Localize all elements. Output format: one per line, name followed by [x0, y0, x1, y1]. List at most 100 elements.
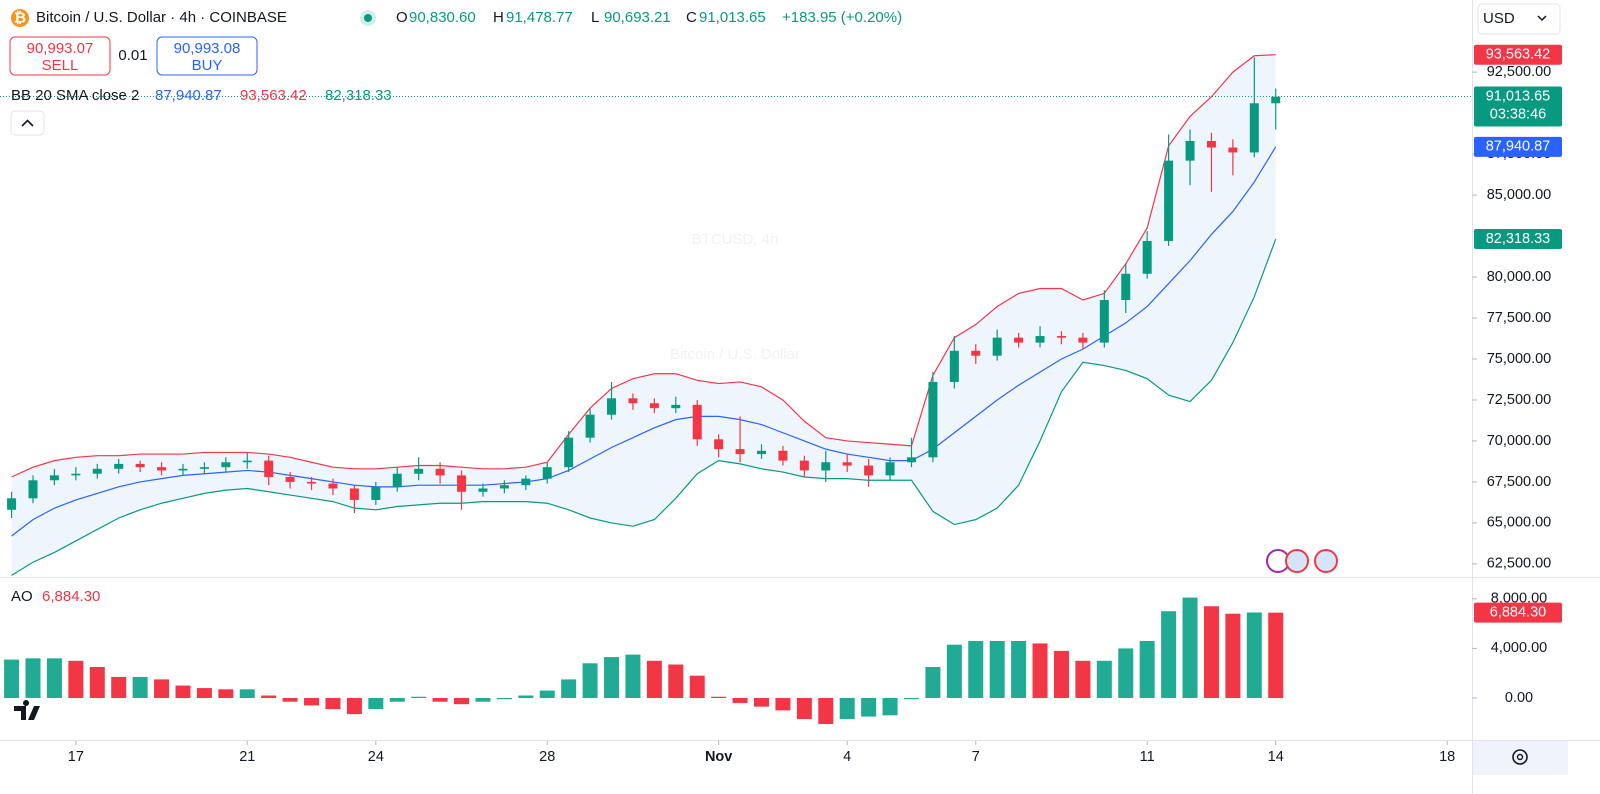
candle-body [457, 475, 467, 492]
ao-bar [432, 697, 448, 702]
event-icon[interactable] [1285, 549, 1309, 573]
ao-bar [732, 697, 748, 703]
y-tick-label: 70,000.00 [1487, 433, 1552, 449]
ao-bar [882, 697, 898, 716]
candle-body [49, 475, 59, 481]
ao-marker [1474, 602, 1562, 623]
sell-button[interactable] [9, 36, 111, 76]
event-icon[interactable] [1314, 549, 1338, 573]
ohlc-key: O [396, 9, 408, 26]
indicator-line [11, 238, 1277, 576]
candle-body [7, 498, 17, 510]
candle-body [199, 467, 209, 469]
candle-body [542, 467, 552, 479]
candle-body [1099, 299, 1109, 343]
candle-body [414, 468, 424, 474]
x-tick-label: 24 [368, 749, 384, 765]
ao-bar [1246, 612, 1262, 698]
bb-upper-marker [1474, 44, 1562, 65]
ao-bar [325, 697, 341, 710]
x-tick-label: 11 [1140, 749, 1155, 765]
ao-value: 6,884.30 [42, 588, 100, 605]
ao-bar [1182, 597, 1198, 698]
candle-body [285, 477, 295, 482]
ohlc-key: C [686, 9, 697, 26]
change: +183.95 (+0.20%) [782, 9, 902, 26]
tradingview-logo[interactable] [14, 700, 40, 720]
sell-label: SELL [42, 57, 79, 74]
ao-bar [518, 695, 534, 698]
ao-bar [1118, 648, 1134, 698]
bb-lower-marker [1474, 229, 1562, 250]
x-tick-label: 18 [1439, 749, 1455, 765]
x-tick-label: 21 [239, 749, 255, 765]
y-tick-label: 67,500.00 [1487, 474, 1552, 490]
candle-body [778, 450, 788, 461]
ohlc-key: H [493, 9, 504, 26]
y-tick-label: 85,000.00 [1487, 187, 1552, 203]
candle-body [349, 488, 359, 500]
collapse-button[interactable] [10, 110, 45, 136]
candle-body [906, 457, 916, 463]
last-price-marker-label: 91,013.65 [1486, 88, 1551, 104]
ao-bar [389, 697, 405, 702]
ohlc-legend: O 90,830.60 H 91,478.77 L 90,693.21 C 91,013.65 [396, 9, 766, 26]
price-pane [0, 54, 1472, 576]
ao-bar [132, 676, 148, 698]
ao-bar [46, 658, 62, 698]
settings-button[interactable] [1512, 749, 1528, 765]
candle-body [714, 439, 724, 450]
market-status-dot [364, 14, 372, 22]
ao-bar [796, 697, 812, 720]
ao-bar [818, 697, 834, 725]
ao-bar [68, 660, 84, 698]
ao-bar [561, 679, 577, 698]
bitcoin-icon-glyph: ₿ [14, 9, 26, 26]
candle-body [799, 460, 809, 471]
candle-body [756, 450, 766, 455]
candle-body [1271, 96, 1281, 104]
spread: 0.01 [118, 47, 147, 64]
ao-bar [1053, 650, 1069, 698]
x-tick-label: 4 [843, 749, 851, 765]
buy-button[interactable] [156, 36, 258, 76]
ao-bar [903, 697, 919, 700]
y-tick-label: 65,000.00 [1487, 515, 1552, 531]
y-tick-label: 4,000.00 [1491, 640, 1547, 656]
ao-bar [1011, 640, 1027, 698]
x-tick-label: Nov [705, 749, 732, 765]
candle-body [28, 480, 38, 499]
ohlc-value: 91,013.65 [699, 9, 766, 26]
candle-body [114, 463, 124, 469]
ao-bar [368, 697, 384, 710]
candle-body [735, 449, 745, 455]
ao-bar [282, 697, 298, 702]
ao-marker-label: 6,884.30 [1490, 604, 1546, 620]
candle-body [92, 468, 102, 474]
y-tick-label: 62,500.00 [1487, 556, 1552, 572]
ao-bar [925, 666, 941, 698]
candle-body [478, 488, 488, 492]
ao-bar [989, 640, 1005, 698]
ao-bar [346, 697, 362, 715]
currency-select[interactable] [1477, 3, 1561, 35]
ao-bar [1032, 643, 1048, 698]
candle-body [264, 460, 274, 478]
ao-bar [946, 644, 962, 698]
y-tick-label: 72,500.00 [1487, 392, 1552, 408]
bb-upper-value: 93,563.42 [240, 87, 307, 104]
candle-body [971, 350, 981, 356]
y-tick-label: 80,000.00 [1487, 269, 1552, 285]
indicator-line [11, 146, 1277, 537]
indicator-line [11, 54, 1276, 478]
candle-body [521, 478, 531, 486]
ao-bar [775, 697, 791, 711]
candle-body [1078, 337, 1088, 343]
ao-bar [625, 654, 641, 698]
candle-body [949, 350, 959, 382]
symbol-title: Bitcoin / U.S. Dollar · 4h · COINBASE [36, 9, 287, 26]
candle-body [135, 463, 145, 468]
